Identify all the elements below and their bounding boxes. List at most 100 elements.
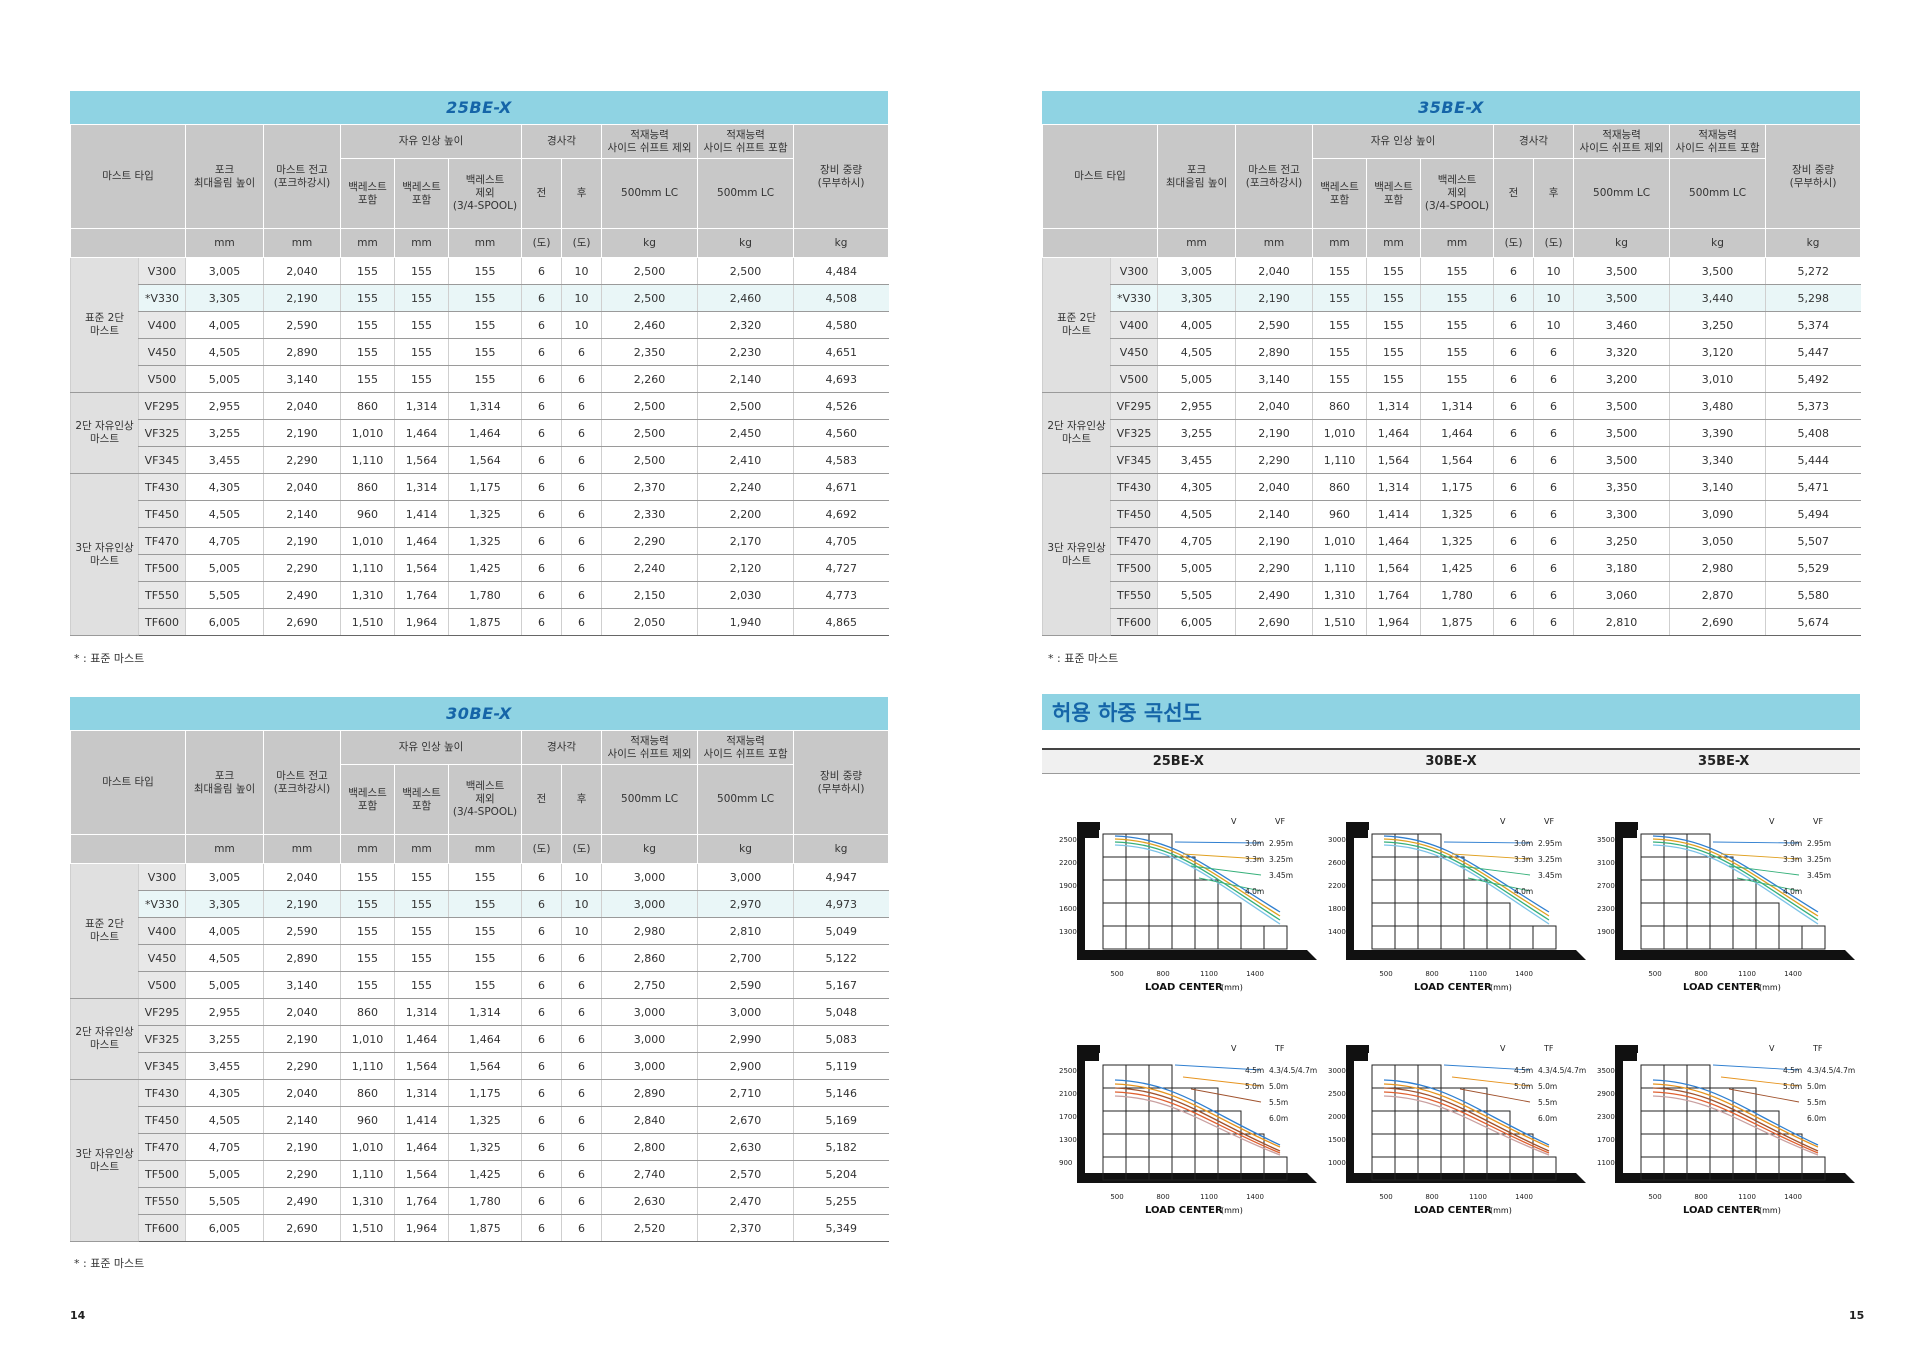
cell-capacity-with-ss: 2,500 (697, 257, 794, 285)
cell-fork-height: 4,505 (185, 1106, 264, 1134)
header-cell: 마스트 전고 (포크하강시) (263, 730, 342, 835)
legend-alt-label: 6.0m (1269, 1114, 1288, 1123)
cell-tilt-front: 6 (1493, 446, 1534, 474)
cell-free-lift-1: 155 (1312, 311, 1367, 339)
cell-capacity-no-ss: 2,370 (601, 473, 698, 501)
legend-v-label: 3.3m (1783, 855, 1802, 864)
unit-cell (69, 228, 187, 258)
header-cell: 백레스트 포함 (1312, 158, 1368, 229)
cell-weight: 5,349 (793, 1214, 889, 1242)
cell-tilt-front: 6 (521, 311, 562, 339)
cell-tilt-rear: 6 (1533, 608, 1574, 636)
load-grid-cell (1417, 856, 1442, 881)
cell-mast-type: TF470 (137, 1133, 186, 1161)
spec-table: 마스트 타입 포크 최대올림 높이 마스트 전고 (포크하강시) 자유 인상 높이 경사각 적… (69, 730, 890, 1242)
header-cell: 경사각 (521, 124, 603, 159)
cell-free-lift-1: 155 (1312, 284, 1367, 312)
cell-tilt-front: 6 (521, 917, 562, 945)
load-grid-cell (1686, 925, 1711, 950)
cell-tilt-front: 6 (1493, 311, 1534, 339)
load-grid-cell (1125, 856, 1150, 881)
load-grid-cell (1371, 1110, 1396, 1135)
cell-free-lift-2: 1,464 (1366, 527, 1421, 555)
cell-free-lift-2: 1,964 (394, 608, 449, 636)
cell-tilt-front: 6 (521, 581, 562, 609)
load-curve-line (1652, 1083, 1819, 1148)
cell-capacity-with-ss: 2,500 (697, 392, 794, 420)
cell-mast-type: VF325 (137, 419, 186, 447)
cell-capacity-with-ss: 1,940 (697, 608, 794, 636)
table-row: VF325 3,255 2,190 1,010 1,464 1,464 6 6 3,000 2,9… (71, 1025, 889, 1053)
header-cell: 백레스트 제외 (3/4-SPOOL) (448, 764, 523, 835)
x-axis-label: LOAD CENTER (1683, 1205, 1761, 1216)
legend-head-v: V (1231, 817, 1237, 826)
cell-tilt-rear: 6 (1533, 500, 1574, 528)
load-grid-cell (1371, 1133, 1396, 1158)
x-axis-unit: (mm) (1221, 1206, 1243, 1215)
cell-free-lift-3: 1,325 (1420, 527, 1494, 555)
cell-weight: 4,580 (793, 311, 889, 339)
cell-fork-height: 3,305 (185, 890, 264, 918)
load-grid-cell (1394, 1110, 1419, 1135)
cell-mast-type: TF430 (1109, 473, 1158, 501)
mast-group-label: 2단 자유인상 마스트 (70, 392, 139, 474)
load-grid-cell (1440, 1110, 1465, 1135)
y-tick-label: 3100 (1597, 859, 1615, 867)
unit-cell: (도) (521, 834, 563, 864)
cell-mast-height: 2,040 (263, 257, 341, 285)
load-grid-cell (1148, 1133, 1173, 1158)
load-curve-line (1114, 1095, 1281, 1156)
cell-fork-height: 5,005 (1157, 365, 1236, 393)
table-row: TF600 6,005 2,690 1,510 1,964 1,875 6 6 2,520 2,3… (71, 1214, 889, 1242)
unit-cell: kg (1765, 228, 1862, 258)
cell-fork-height: 5,505 (185, 581, 264, 609)
cell-capacity-no-ss: 2,260 (601, 365, 698, 393)
header-cell: 백레스트 포함 (394, 764, 450, 835)
load-grid-cell (1732, 1133, 1757, 1158)
legend-head-v: V (1500, 1044, 1506, 1053)
legend-v-label: 4.0m (1514, 887, 1533, 896)
cell-capacity-with-ss: 3,120 (1669, 338, 1766, 366)
load-curve-line (1652, 1091, 1819, 1154)
header-cell: 백레스트 포함 (394, 158, 450, 229)
cell-tilt-front: 6 (1493, 554, 1534, 582)
x-tick-label: 1400 (1784, 1193, 1802, 1201)
cell-fork-height: 3,455 (1157, 446, 1236, 474)
load-grid-cell (1417, 1110, 1442, 1135)
cell-mast-type: TF600 (137, 608, 186, 636)
legend-head-alt: TF (1274, 1044, 1285, 1053)
cell-free-lift-2: 1,764 (394, 581, 449, 609)
table-row: VF345 3,455 2,290 1,110 1,564 1,564 6 6 3,500 3,3… (1043, 446, 1861, 474)
cell-capacity-no-ss: 3,500 (1573, 257, 1670, 285)
cell-capacity-no-ss: 2,500 (601, 392, 698, 420)
header-cell: 전 (521, 158, 563, 229)
y-tick-label: 1300 (1059, 1136, 1077, 1144)
cell-capacity-no-ss: 3,000 (601, 998, 698, 1026)
header-cell: 장비 중량 (무부하시) (1765, 124, 1862, 229)
cell-tilt-rear: 6 (561, 1106, 602, 1134)
cell-weight: 5,494 (1765, 500, 1861, 528)
cell-free-lift-2: 1,564 (394, 1052, 449, 1080)
legend-alt-label: 2.95m (1538, 839, 1562, 848)
unit-cell: kg (1669, 228, 1767, 258)
unit-cell (1041, 228, 1159, 258)
cell-tilt-rear: 6 (561, 554, 602, 582)
cell-free-lift-3: 1,780 (448, 581, 522, 609)
cell-mast-height: 2,040 (263, 1079, 341, 1107)
y-tick-label: 900 (1059, 1159, 1072, 1167)
table-row: TF470 4,705 2,190 1,010 1,464 1,325 6 6 3,250 3,0… (1043, 527, 1861, 555)
y-tick-label: 2900 (1597, 1090, 1615, 1098)
x-tick-label: 800 (1156, 970, 1169, 978)
cell-tilt-front: 6 (1493, 365, 1534, 393)
load-grid-cell (1417, 902, 1442, 927)
cell-fork-height: 3,305 (185, 284, 264, 312)
legend-alt-label: 2.95m (1807, 839, 1831, 848)
header-cell: 백레스트 제외 (3/4-SPOOL) (448, 158, 523, 229)
table-row: 3단 자유인상 마스트 TF430 4,305 2,040 860 1,314 1,175 6 6… (70, 473, 889, 636)
cell-capacity-no-ss: 2,330 (601, 500, 698, 528)
cell-fork-height: 6,005 (185, 608, 264, 636)
legend-v-label: 3.0m (1245, 839, 1264, 848)
load-grid-cell (1686, 856, 1711, 881)
y-tick-label: 2000 (1328, 1113, 1346, 1121)
cell-tilt-rear: 6 (1533, 392, 1574, 420)
